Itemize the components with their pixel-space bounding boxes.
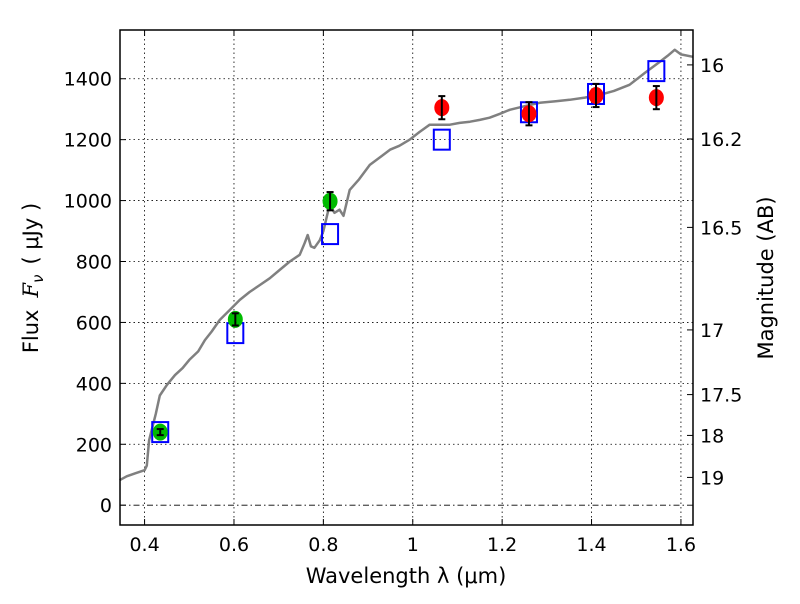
y2-axis-label: Magnitude (AB) [754,196,778,359]
model-square-marker [432,128,451,151]
x-tick-label: 0.6 [219,534,249,556]
model-square-marker [321,223,340,246]
y-label-unit: ( μJy ) [19,203,43,265]
y-tick-label: 0 [100,495,112,517]
ticks: 0.4 0.6 0.8 1 1.2 1.4 1.6 0 200 400 600 800 1000 1200… [64,30,742,556]
y2-tick-label: 16.2 [700,129,742,151]
y-tick-label: 800 [76,252,112,274]
y2-tick-label: 17 [700,320,724,342]
grid [120,30,693,525]
y-label-symbol: F [19,282,43,299]
y2-tick-label: 18 [700,425,724,447]
plot-area [118,48,694,482]
y-tick-label: 1000 [64,191,112,213]
x-tick-label: 0.4 [129,534,159,556]
y-label-sub: ν [29,275,47,283]
spectrum-line [118,48,694,482]
y-tick-label: 1200 [64,130,112,152]
y-label-flux: Flux [19,310,43,354]
y-tick-label: 1400 [64,69,112,91]
svg-text:FluxFν( μJy ): Flux Fν ( μJy ) [19,203,47,353]
x-tick-label: 0.8 [308,534,338,556]
y-tick-label: 600 [76,312,112,334]
y2-tick-label: 19 [700,467,724,489]
x-axis-label: Wavelength λ (μm) [306,564,507,588]
x-tick-label: 1.2 [487,534,517,556]
axes-frame [119,29,694,526]
y2-tick-label: 16 [700,55,724,77]
x-tick-label: 1.4 [576,534,606,556]
model-square-marker [151,421,170,444]
y-axis-label: Flux Fν ( μJy ) [19,203,47,353]
x-tick-label: 1 [407,534,419,556]
y-tick-label: 400 [76,373,112,395]
y2-tick-label: 16.5 [700,217,742,239]
model-square-marker [647,60,666,83]
y2-tick-label: 17.5 [700,385,742,407]
x-tick-label: 1.6 [666,534,696,556]
y-tick-label: 200 [76,434,112,456]
